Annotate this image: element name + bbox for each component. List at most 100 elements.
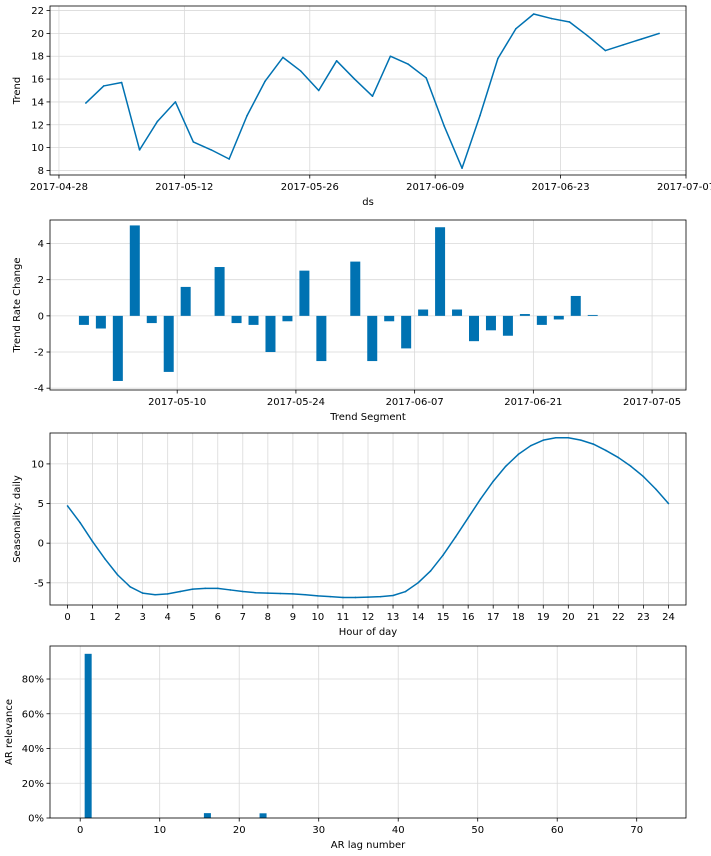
data-point [404,590,407,593]
y-tick-label: 22 [31,6,44,17]
y-tick-label: 0 [38,311,44,322]
bar [84,653,92,818]
y-axis-label: Trend [12,77,23,105]
data-point [342,596,344,599]
data-point [529,444,532,447]
data-point [667,502,670,505]
data-point [141,592,144,594]
bar [502,315,513,336]
x-tick-label: 9 [290,612,296,623]
y-tick-label: 0 [38,539,44,550]
plot-frame [49,219,687,391]
data-point [604,49,607,52]
bar [367,315,378,362]
data-point [425,77,428,79]
data-point [138,149,141,151]
data-point [210,149,213,151]
data-point [191,588,194,590]
x-tick-label: 70 [630,825,643,836]
bar [553,315,564,320]
bar [536,315,547,325]
x-tick-label: 10 [312,612,325,623]
data-point [586,34,589,37]
data-point [335,60,338,62]
x-tick-label: 3 [139,612,145,623]
bar [203,813,211,818]
bar [265,315,276,353]
data-point [166,593,169,595]
data-point [292,593,294,595]
data-point [592,443,595,445]
bar [384,315,395,322]
x-tick-label: 23 [637,612,650,623]
data-point [642,475,645,478]
data-point [192,141,195,143]
x-tick-label: 2017-04-28 [30,182,88,193]
y-tick-label: 20 [31,29,44,40]
x-tick-label: 11 [337,612,350,623]
x-tick-label: 24 [662,612,675,623]
data-point [429,570,432,572]
x-tick-label: 60 [551,825,564,836]
chart-panel-3: 0 1 2 3 4 5 6 7 8 9 10 11 12 13 14 15 16 17 18 19 20 21 22 23 24… [12,432,687,638]
y-tick-label: -5 [34,578,44,589]
x-tick-label: 2017-07-05 [623,397,681,408]
x-tick-label: 18 [512,612,525,623]
data-point [216,587,219,590]
bar [587,314,598,316]
chart-panel-1: 2017-04-28 2017-05-12 2017-05-26 2017-06-09… [12,5,711,208]
data-point [279,592,282,595]
x-tick-label: 7 [240,612,246,623]
x-tick-label: 5 [190,612,196,623]
bar [452,309,463,316]
x-tick-label: 14 [412,612,425,623]
data-point [504,465,507,468]
data-point [567,436,570,439]
bar [180,286,191,316]
data-point [354,596,357,599]
data-point [417,582,419,584]
data-point [497,57,499,60]
bar [401,315,412,349]
data-point [317,89,320,92]
bar [163,315,174,372]
x-tick-label: 0 [64,612,70,623]
data-point [102,85,105,87]
x-tick-label: 4 [164,612,170,623]
data-point [228,158,230,160]
x-tick-label: 2 [114,612,120,623]
y-tick-label: 16 [31,75,44,86]
bar [519,314,530,316]
bar [282,315,293,322]
data-point [204,587,207,590]
x-tick-label: 2017-07-07 [657,182,711,193]
x-tick-label: 19 [537,612,550,623]
x-tick-label: 17 [487,612,500,623]
chart-panel-4: 0 10 20 30 40 50 60 70 0% 20% 40% 60% 80% AR lag numb… [4,645,687,851]
data-point [267,592,269,594]
data-point [371,95,374,98]
data-point [532,13,535,15]
x-tick-label: 21 [587,612,600,623]
bar [112,315,123,381]
x-tick-label: 15 [437,612,450,623]
data-point [304,593,307,596]
y-tick-label: 80% [22,675,44,686]
x-tick-label: 2017-06-09 [406,182,464,193]
bar [350,261,361,316]
data-point [407,63,410,66]
data-point [116,574,119,576]
bar [435,227,446,316]
y-axis-label: Seasonality: daily [12,475,23,563]
data-point [317,595,319,597]
x-tick-label: 22 [612,612,625,623]
y-tick-label: 20% [22,779,44,790]
data-point [254,591,257,594]
data-point [79,521,81,524]
x-tick-label: 10 [153,825,166,836]
data-point [389,55,392,58]
x-axis-label: Hour of day [339,627,398,638]
plot-frame [49,645,687,819]
bar [78,315,89,325]
